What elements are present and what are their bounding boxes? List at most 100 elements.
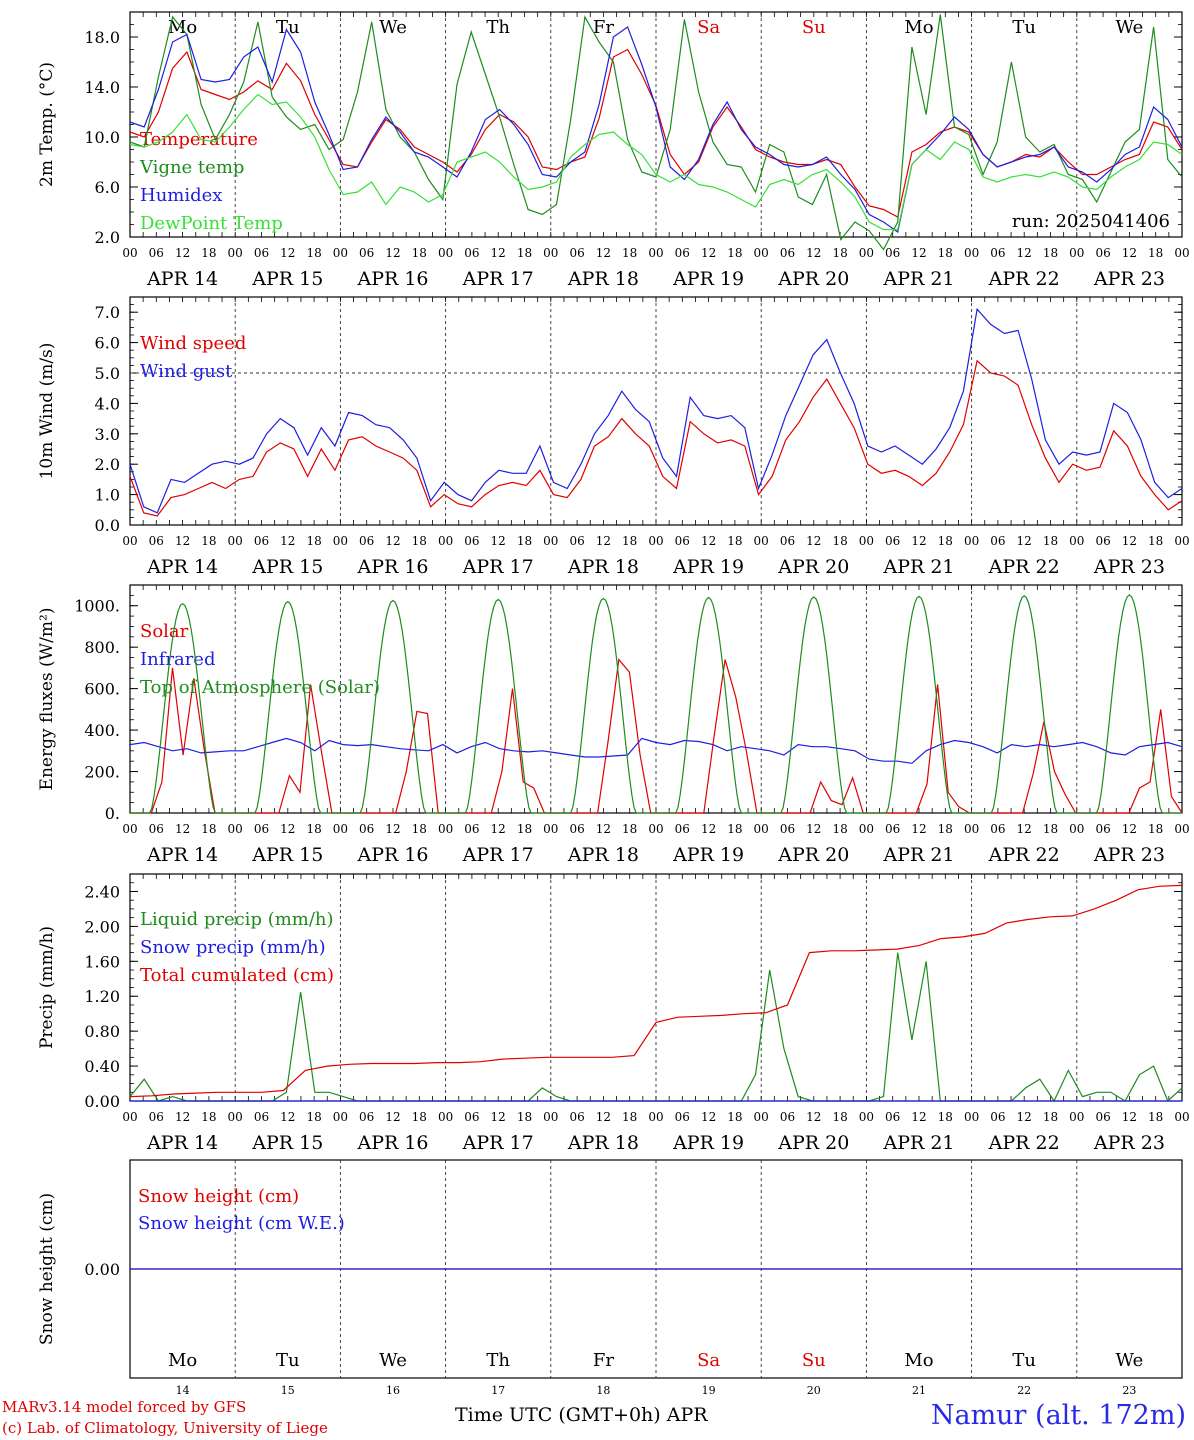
x-date-label: APR 14 [146, 1132, 218, 1154]
x-hour-label: 18 [517, 822, 532, 836]
x-hour-label: 12 [701, 246, 716, 260]
x-hour-label: 12 [911, 822, 926, 836]
x-hour-label: 12 [280, 1110, 295, 1124]
x-hour-label: 06 [885, 246, 900, 260]
x-hour-label: 12 [175, 822, 190, 836]
x-hour-label: 18 [1043, 534, 1058, 548]
x-hour-label: 12 [1017, 246, 1032, 260]
x-hour-label: 18 [622, 246, 637, 260]
x-date-label: APR 15 [251, 1132, 323, 1154]
x-hour-label: 06 [254, 822, 269, 836]
x-hour-label: 00 [228, 246, 243, 260]
x-date-label: APR 18 [567, 268, 639, 290]
x-hour-label: 12 [385, 246, 400, 260]
x-hour-label: 00 [122, 534, 137, 548]
x-hour-label: 12 [280, 534, 295, 548]
x-date-label: APR 15 [251, 556, 323, 578]
y-tick-label: 2.40 [84, 882, 120, 901]
day-number-label: 17 [491, 1384, 505, 1397]
weekday-label: We [1116, 17, 1144, 38]
x-hour-label: 12 [1017, 822, 1032, 836]
x-hour-label: 06 [885, 1110, 900, 1124]
x-date-label: APR 21 [882, 1132, 954, 1154]
x-date-label: APR 19 [672, 1132, 744, 1154]
x-date-label: APR 19 [672, 556, 744, 578]
weekday-label: Fr [593, 17, 614, 38]
x-hour-label: 18 [832, 246, 847, 260]
legend-entry: DewPoint Temp [140, 213, 283, 234]
x-hour-label: 06 [359, 246, 374, 260]
x-hour-label: 12 [596, 534, 611, 548]
series-line-1 [129, 359, 1183, 517]
y-tick-label: 14.0 [84, 78, 120, 97]
x-hour-label: 18 [1148, 246, 1163, 260]
panel-3: 0. 200. 400. 600. 800. 1000. Energy fluxes (W/… [37, 584, 1190, 866]
x-hour-label: 06 [254, 246, 269, 260]
x-hour-label: 00 [1069, 246, 1084, 260]
x-hour-label: 06 [885, 534, 900, 548]
x-hour-label: 18 [1043, 822, 1058, 836]
x-hour-label: 00 [648, 822, 663, 836]
x-hour-label: 00 [122, 822, 137, 836]
run-label: run: 2025041406 [1012, 211, 1170, 232]
x-hour-label: 12 [1017, 1110, 1032, 1124]
y-tick-label: 2.00 [84, 917, 120, 936]
x-hour-label: 18 [201, 1110, 216, 1124]
x-date-label: APR 21 [882, 844, 954, 866]
credit-line-1: MARv3.14 model forced by GFS [2, 1398, 247, 1416]
weekday-label: Tu [276, 17, 300, 38]
x-hour-label: 00 [543, 1110, 558, 1124]
x-date-label: APR 20 [777, 268, 849, 290]
y-tick-label: 0. [105, 804, 120, 823]
legend-entry: Snow height (cm) [138, 1186, 299, 1207]
series-line-4 [129, 93, 1183, 231]
weekday-label: Mo [168, 1350, 197, 1371]
weekday-label: Su [802, 17, 826, 38]
x-hour-label: 00 [438, 1110, 453, 1124]
legend-entry: Snow precip (mm/h) [140, 937, 326, 958]
x-hour-label: 12 [596, 822, 611, 836]
legend-entry: Total cumulated (cm) [140, 965, 334, 986]
x-hour-label: 00 [228, 822, 243, 836]
x-hour-label: 06 [780, 822, 795, 836]
x-hour-label: 00 [1174, 246, 1189, 260]
x-hour-label: 00 [1174, 534, 1189, 548]
y-tick-label: 0.0 [95, 516, 120, 535]
x-date-label: APR 22 [988, 1132, 1060, 1154]
x-hour-label: 00 [754, 1110, 769, 1124]
x-date-label: APR 17 [462, 556, 534, 578]
weekday-label: Mo [168, 17, 197, 38]
y-tick-label: 5.0 [95, 364, 120, 383]
x-date-label: APR 16 [356, 556, 428, 578]
x-date-label: APR 15 [251, 268, 323, 290]
x-hour-label: 18 [832, 1110, 847, 1124]
x-hour-label: 00 [964, 534, 979, 548]
x-hour-label: 06 [254, 534, 269, 548]
weekday-label: Mo [904, 1350, 933, 1371]
x-date-label: APR 14 [146, 556, 218, 578]
x-date-label: APR 17 [462, 844, 534, 866]
panel-2: 0.0 1.0 2.0 3.0 4.0 5.0 6.0 7.0 10m Wind (m/s) 00… [37, 296, 1190, 578]
x-hour-label: 00 [333, 246, 348, 260]
x-hour-label: 00 [1069, 822, 1084, 836]
x-date-label: APR 18 [567, 844, 639, 866]
x-hour-label: 06 [149, 822, 164, 836]
y-tick-label: 0.40 [84, 1057, 120, 1076]
x-date-label: APR 23 [1093, 844, 1165, 866]
x-hour-label: 12 [806, 1110, 821, 1124]
x-hour-label: 06 [359, 822, 374, 836]
x-date-label: APR 18 [567, 1132, 639, 1154]
legend-entry: Vigne temp [139, 157, 244, 178]
y-tick-label: 7.0 [95, 303, 120, 322]
x-hour-label: 06 [359, 534, 374, 548]
x-hour-label: 18 [412, 534, 427, 548]
weekday-label: Tu [276, 1350, 300, 1371]
x-hour-label: 12 [596, 246, 611, 260]
x-hour-label: 06 [780, 534, 795, 548]
weekday-label: We [379, 17, 407, 38]
x-date-label: APR 16 [356, 268, 428, 290]
panel-4: 0.00 0.40 0.80 1.20 1.60 2.00 2.40 Precip (mm/h… [37, 873, 1190, 1154]
x-hour-label: 00 [438, 822, 453, 836]
weekday-label: Th [486, 1350, 510, 1371]
y-tick-label: 0.00 [84, 1260, 120, 1279]
